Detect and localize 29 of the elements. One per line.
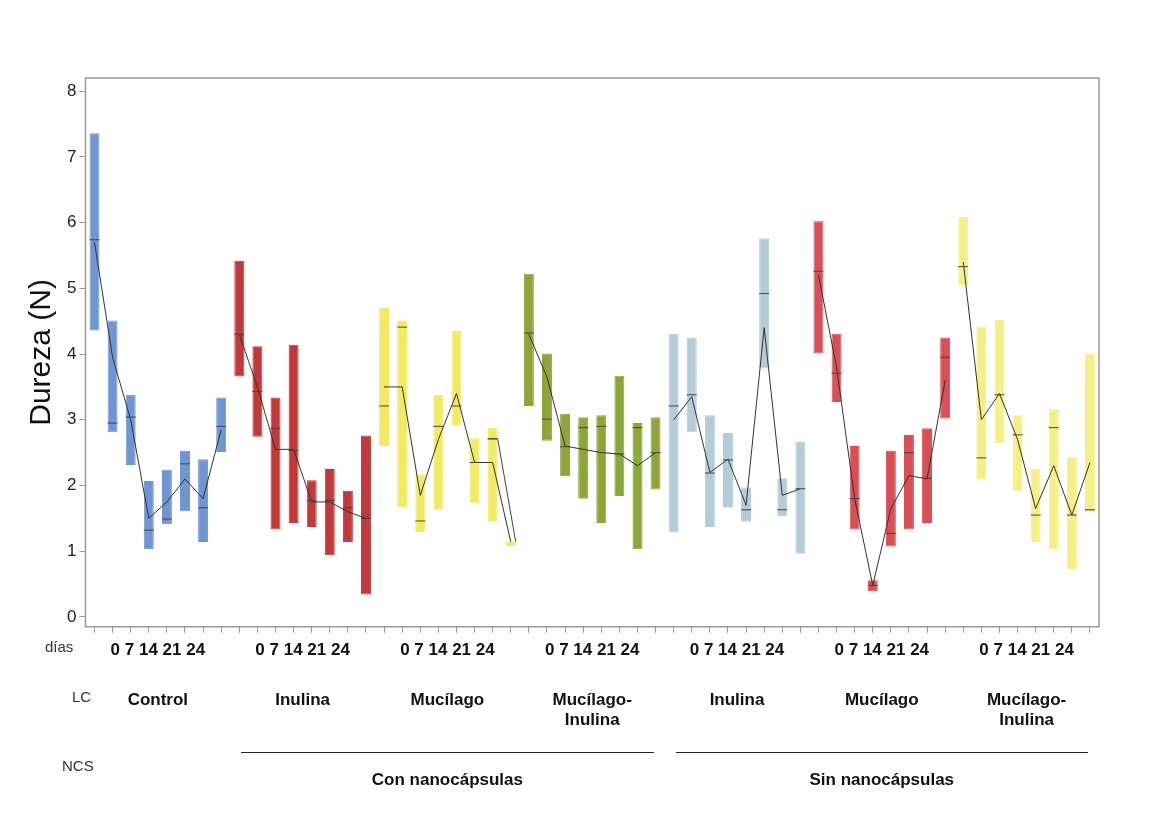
y-tick-label: 4	[66, 343, 77, 363]
y-tick-label: 8	[66, 80, 77, 100]
text: 0 7 14 21 24	[688, 640, 786, 661]
text: 0 7 14 21 24	[254, 640, 351, 661]
y-tick-label: 6	[66, 212, 77, 232]
text: Mucílago	[409, 690, 486, 711]
text: 0 7 14 21 24	[543, 640, 641, 661]
text: días	[45, 638, 74, 655]
y-tick-label: 1	[66, 540, 77, 560]
text: NCS	[62, 757, 94, 774]
text: 0 7 14 21 24	[833, 640, 931, 661]
y-axis-title: Dureza (N)	[23, 279, 57, 426]
y-tick-label: 5	[66, 278, 77, 298]
y-tick-label: 0	[66, 606, 77, 626]
text: Sin nanocápsulas	[808, 770, 956, 791]
text: 0 7 14 21 24	[109, 640, 207, 661]
text: Con nanocápsulas	[370, 770, 524, 791]
text: Mucílago-Inulina	[985, 690, 1068, 731]
text: 0 7 14 21 24	[399, 640, 496, 661]
y-tick-label: 7	[66, 146, 77, 166]
y-tick-label: 2	[66, 475, 77, 495]
text: Control	[126, 690, 190, 711]
y-tick-label: 3	[66, 409, 77, 429]
text: LC	[72, 688, 92, 705]
text: Mucílago	[843, 690, 920, 711]
text: Inulina	[708, 690, 766, 711]
text: Inulina	[274, 690, 331, 711]
text: 0 7 14 21 24	[978, 640, 1075, 661]
text: Mucílago-Inulina	[551, 690, 633, 731]
